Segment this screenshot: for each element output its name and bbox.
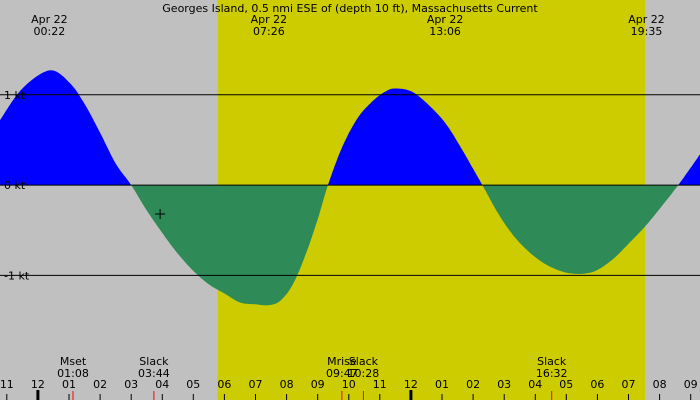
hour-tick-label: 12 (31, 378, 45, 391)
hour-axis: 11 12 01 02 03 04 05 06 07 08 09 10 11 12 01 02 03 04 05 06… (0, 378, 698, 400)
hour-tick-label: 05 (559, 378, 573, 391)
hour-tick-label: 11 (373, 378, 387, 391)
event-time: 01:08 (57, 367, 89, 380)
event-time: 03:44 (138, 367, 170, 380)
hour-tick-label: 06 (217, 378, 231, 391)
y-tick-label: 1 kt (4, 89, 26, 102)
top-time-label: 19:35 (631, 25, 663, 38)
hour-tick-label: 05 (186, 378, 200, 391)
hour-tick-label: 08 (653, 378, 667, 391)
flood-area (678, 154, 700, 186)
hour-tick-label: 03 (497, 378, 511, 391)
chart-title: Georges Island, 0.5 nmi ESE of (depth 10… (162, 2, 538, 15)
event-name: Mset (60, 355, 87, 368)
hour-tick-label: 10 (342, 378, 356, 391)
event-time: 10:28 (348, 367, 380, 380)
hour-tick-label: 08 (280, 378, 294, 391)
y-tick-label: 0 kt (4, 179, 26, 192)
hour-tick-label: 06 (590, 378, 604, 391)
top-date-label: Apr 22 (31, 13, 68, 26)
crosshair-marker (155, 209, 166, 219)
hour-tick-label: 02 (466, 378, 480, 391)
event-markers: Mset01:08Slack03:44Mrise09:47Slack10:28S… (57, 355, 568, 400)
hour-tick-label: 02 (93, 378, 107, 391)
top-time-label: 00:22 (34, 25, 66, 38)
hour-tick-label: 09 (311, 378, 325, 391)
ebb-area (482, 185, 679, 274)
top-date-label: Apr 22 (628, 13, 665, 26)
hour-tick-label: 01 (62, 378, 76, 391)
hour-tick-label: 03 (124, 378, 138, 391)
y-tick-label: -1 kt (4, 269, 30, 282)
hour-tick-label: 01 (435, 378, 449, 391)
event-time: 16:32 (536, 367, 568, 380)
hour-tick-label: 04 (528, 378, 542, 391)
hour-tick-label: 11 (0, 378, 14, 391)
hour-tick-label: 12 (404, 378, 418, 391)
event-name: Slack (537, 355, 567, 368)
event-name: Mrise (327, 355, 357, 368)
top-time-label: 07:26 (253, 25, 285, 38)
hour-tick-label: 04 (155, 378, 169, 391)
flood-area (0, 70, 132, 186)
event-name: Slack (139, 355, 169, 368)
top-date-label: Apr 22 (427, 13, 464, 26)
hour-tick-label: 07 (622, 378, 636, 391)
event-time: 09:47 (326, 367, 358, 380)
hour-tick-label: 07 (249, 378, 263, 391)
top-time-label: 13:06 (429, 25, 461, 38)
top-date-label: Apr 22 (251, 13, 288, 26)
event-name: Slack (349, 355, 379, 368)
flood-area (327, 88, 483, 186)
hour-tick-label: 09 (684, 378, 698, 391)
y-gridlines: 1 kt 0 kt -1 kt (0, 89, 700, 282)
